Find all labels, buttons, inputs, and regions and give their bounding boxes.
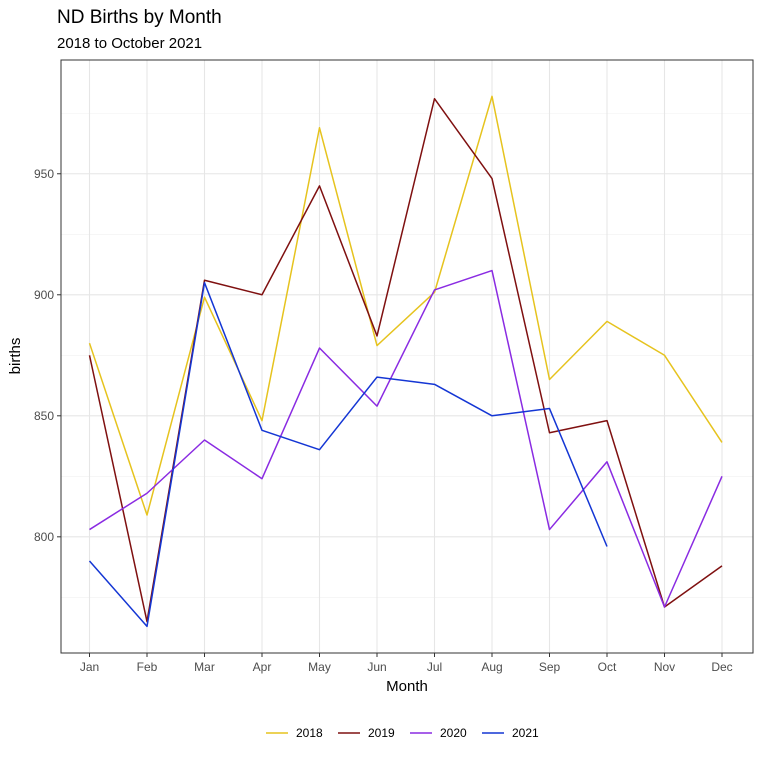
- legend-label-2019: 2019: [368, 726, 395, 740]
- chart-title: ND Births by Month: [57, 7, 222, 28]
- x-tick-label: May: [308, 660, 331, 674]
- y-tick-label: 900: [34, 288, 54, 302]
- x-axis: Jan Feb Mar Apr May Jun Jul Aug Sep Oct Nov Dec: [80, 653, 733, 674]
- y-tick-label: 950: [34, 167, 54, 181]
- x-tick-label: Jul: [427, 660, 442, 674]
- legend-label-2020: 2020: [440, 726, 467, 740]
- y-axis-title: births: [7, 338, 24, 375]
- legend-label-2021: 2021: [512, 726, 539, 740]
- x-tick-label: Sep: [539, 660, 561, 674]
- x-tick-label: Aug: [481, 660, 502, 674]
- plot-panel-border: [60, 59, 754, 654]
- y-tick-label: 800: [34, 530, 54, 544]
- legend: 2018 2019 2020 2021: [266, 726, 539, 740]
- x-axis-title: Month: [386, 678, 428, 695]
- x-tick-label: Feb: [137, 660, 158, 674]
- x-tick-label: Dec: [711, 660, 732, 674]
- series-line-2021: [88, 281, 608, 628]
- series-layer: [88, 95, 723, 628]
- series-line-2020: [89, 269, 723, 608]
- x-tick-label: Mar: [194, 660, 215, 674]
- x-tick-label: Apr: [253, 660, 272, 674]
- x-tick-label: Jun: [367, 660, 386, 674]
- x-tick-label: Jan: [80, 660, 99, 674]
- y-axis: 800 850 900 950: [34, 167, 61, 544]
- x-tick-label: Oct: [598, 660, 617, 674]
- grid-layer: [61, 60, 753, 653]
- series-line-2019: [88, 97, 723, 623]
- series-line-2018: [88, 95, 723, 516]
- chart-subtitle: 2018 to October 2021: [57, 35, 202, 52]
- legend-label-2018: 2018: [296, 726, 323, 740]
- y-tick-label: 850: [34, 409, 54, 423]
- x-tick-label: Nov: [654, 660, 675, 674]
